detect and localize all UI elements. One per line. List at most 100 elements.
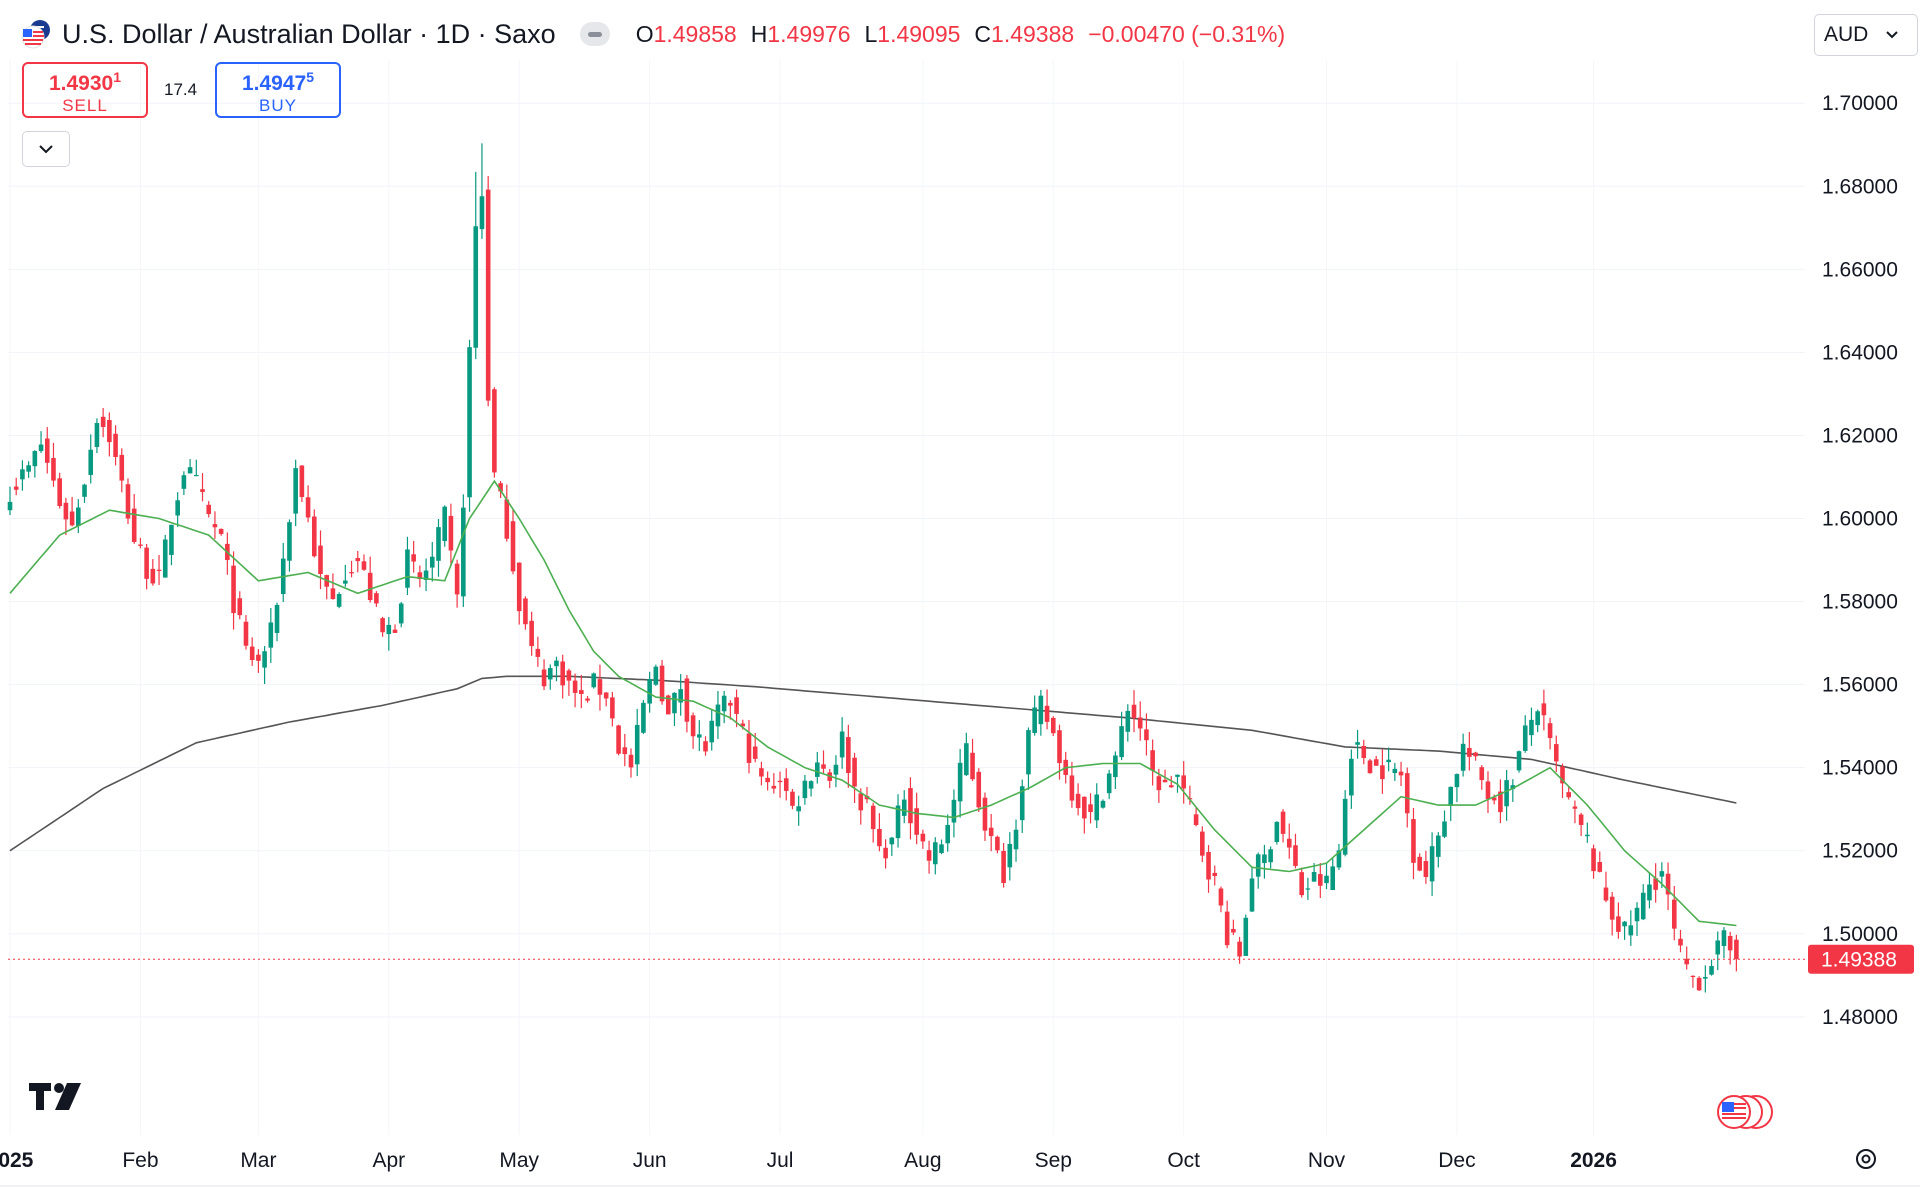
market-status-icon[interactable]: [579, 22, 610, 46]
candle: [1293, 833, 1298, 869]
candle: [454, 559, 460, 608]
buy-label: BUY: [259, 96, 297, 115]
buy-button[interactable]: 1.49475 BUY: [215, 62, 341, 118]
candle: [821, 750, 826, 774]
candle: [150, 559, 156, 586]
candle: [647, 671, 652, 713]
candle: [982, 792, 988, 841]
candle: [119, 448, 125, 493]
candle: [1286, 823, 1292, 859]
candle: [1485, 771, 1491, 814]
candle: [827, 769, 833, 789]
candle: [1616, 902, 1621, 939]
candle: [616, 724, 621, 756]
candle: [1553, 735, 1559, 773]
price-axis[interactable]: 1.70000 1.68000 1.66000 1.64000 1.62000 1.600…: [1822, 92, 1898, 1029]
symbol-title[interactable]: U.S. Dollar / Australian Dollar · 1D · S…: [62, 18, 556, 49]
time-axis-label: Oct: [1167, 1149, 1200, 1172]
candle: [870, 802, 876, 843]
candlesticks: [7, 143, 1739, 993]
candle: [889, 836, 895, 857]
settings-gear-icon[interactable]: [1856, 1149, 1876, 1169]
candle: [94, 418, 100, 454]
candle: [1479, 765, 1485, 790]
candle: [1181, 761, 1186, 804]
candle: [268, 607, 274, 663]
candle: [703, 736, 708, 756]
candle: [51, 442, 56, 487]
candle: [386, 616, 392, 651]
candle: [1113, 751, 1118, 789]
candle: [249, 637, 255, 666]
candle: [100, 407, 106, 438]
spread-value: 17.4: [164, 80, 198, 99]
candle: [175, 492, 180, 527]
candle: [746, 720, 752, 774]
candle: [355, 551, 361, 573]
candle: [697, 720, 702, 752]
candle: [305, 485, 311, 523]
candle: [765, 771, 770, 791]
candle: [1603, 871, 1609, 903]
candle: [529, 611, 534, 656]
candle: [1709, 959, 1714, 976]
candle: [1044, 689, 1050, 730]
chevron-down-icon: [1886, 31, 1899, 39]
time-axis-label: Nov: [1308, 1149, 1346, 1172]
candle: [585, 695, 590, 703]
low-label: L: [864, 20, 878, 47]
candle: [231, 551, 236, 630]
candle: [554, 656, 559, 682]
candle: [1280, 809, 1286, 843]
candle: [287, 519, 292, 572]
candle: [535, 636, 541, 667]
candle: [1522, 715, 1528, 753]
candle: [1653, 863, 1658, 903]
time-axis[interactable]: 2025 Feb Mar Apr May Jun Jul Aug Sep Oct Nov Dec 202…: [0, 1149, 1920, 1187]
sell-button[interactable]: 1.49301 SELL: [22, 62, 148, 118]
candle: [597, 664, 603, 711]
candle: [374, 591, 379, 607]
high-label: H: [750, 20, 768, 47]
candle: [492, 387, 497, 478]
candle: [1696, 976, 1702, 992]
candle: [1640, 884, 1646, 921]
collapse-toggle-button[interactable]: [22, 131, 70, 167]
open-value: 1.49858: [653, 20, 737, 47]
candle: [1609, 892, 1615, 936]
candle: [1665, 862, 1671, 911]
close-label: C: [974, 20, 992, 47]
candle: [1106, 769, 1112, 800]
grid-lines: [8, 60, 1805, 1135]
candle: [1454, 773, 1460, 803]
candle: [256, 649, 261, 673]
candle: [1473, 751, 1478, 761]
tradingview-logo[interactable]: [29, 1083, 81, 1110]
candle: [1423, 850, 1429, 884]
candle: [144, 543, 149, 590]
time-axis-label: May: [499, 1149, 539, 1172]
price-tag: 1.49388: [1808, 944, 1914, 974]
currency-selector[interactable]: AUD: [1814, 14, 1918, 56]
candle: [1336, 843, 1342, 871]
candle: [1442, 810, 1447, 839]
candle: [970, 738, 975, 782]
candle: [1150, 739, 1155, 786]
price-axis-label: 1.66000: [1822, 258, 1898, 281]
time-axis-label: Sep: [1035, 1149, 1072, 1172]
time-axis-label: Aug: [904, 1149, 941, 1172]
candle: [1585, 822, 1590, 843]
candle: [1566, 785, 1572, 800]
ohlc-values: O1.49858 H1.49976 L1.49095 C1.49388 −0.0…: [636, 21, 1285, 48]
candle: [1703, 965, 1708, 993]
candle: [349, 560, 354, 578]
time-axis-label: 2025: [0, 1149, 34, 1172]
events-flags-icon[interactable]: [1717, 1095, 1773, 1129]
candle: [1510, 779, 1516, 802]
candle: [914, 792, 919, 845]
price-axis-label: 1.64000: [1822, 341, 1898, 364]
low-value: 1.49095: [877, 20, 961, 47]
candle: [1131, 690, 1137, 733]
chart-header: U.S. Dollar / Australian Dollar · 1D · S…: [20, 16, 1285, 52]
